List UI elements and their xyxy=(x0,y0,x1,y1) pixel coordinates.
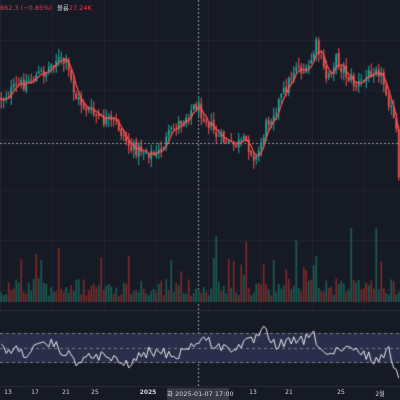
time-axis: 13 17 21 25 2025 13 21 25 2월 xyxy=(0,389,400,400)
time-tick: 17 xyxy=(31,389,39,396)
time-tick: 25 xyxy=(91,389,99,396)
time-tick: 21 xyxy=(285,389,293,396)
time-tick: 13 xyxy=(249,389,257,396)
time-tick: 2월 xyxy=(375,391,385,398)
legend-header: 862.3 (−0.85%) 볼륨27.24K xyxy=(0,2,95,12)
volume-label: 볼륨 xyxy=(56,4,69,12)
price-change-text: 862.3 (−0.85%) xyxy=(0,4,52,12)
time-tick: 2025 xyxy=(139,389,157,396)
crosshair-time-label: 화 2025-01-07 17:00 xyxy=(167,388,234,400)
time-tick: 13 xyxy=(4,389,12,396)
volume-value: 27.24K xyxy=(68,4,92,12)
time-tick: 21 xyxy=(62,389,70,396)
time-tick: 25 xyxy=(337,389,345,396)
